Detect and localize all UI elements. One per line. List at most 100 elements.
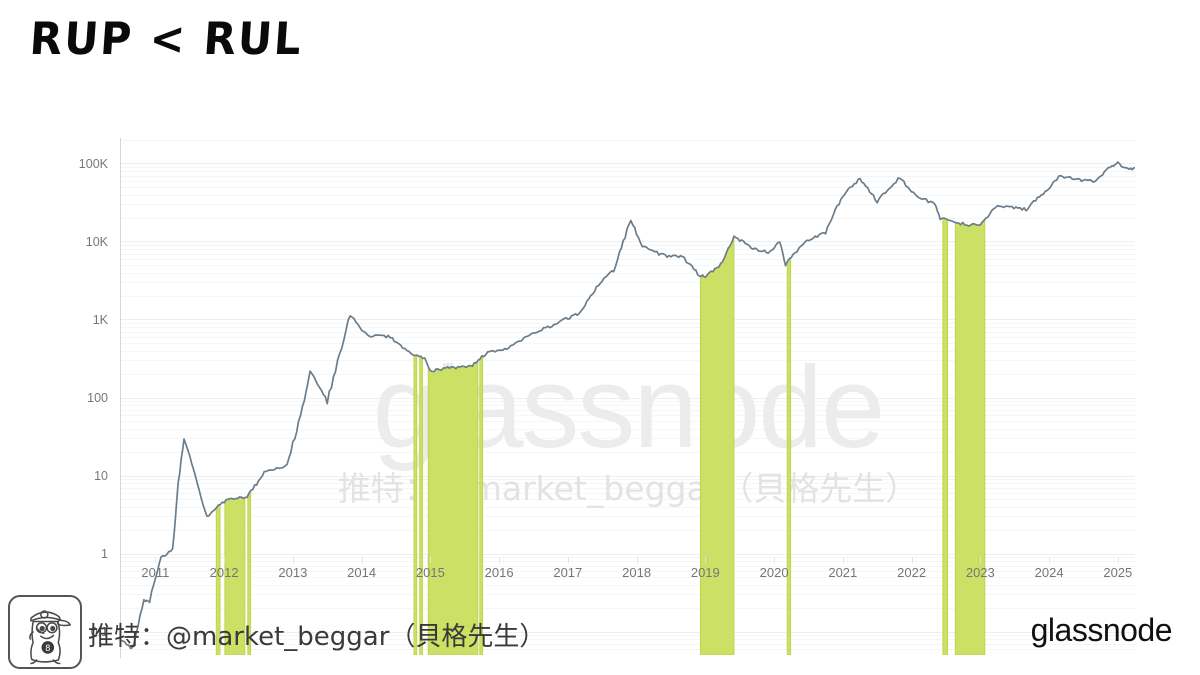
gridline <box>121 204 1135 206</box>
x-axis-tick-label: 2015 <box>415 565 445 580</box>
gridline <box>121 492 1135 494</box>
gridline <box>121 175 1135 177</box>
x-axis-tick-label: 2025 <box>1103 565 1133 580</box>
gridline <box>121 409 1135 411</box>
gridline <box>121 452 1135 454</box>
gridline <box>121 570 1135 572</box>
gridline <box>121 245 1135 247</box>
y-axis-tick-label: 100K <box>78 156 108 171</box>
x-axis-tick-label: 2024 <box>1034 565 1064 580</box>
gridline <box>121 608 1135 610</box>
x-axis-tick-label: 2019 <box>690 565 720 580</box>
x-axis-tick-mark <box>842 557 844 563</box>
gridline <box>121 631 1135 633</box>
gridline <box>121 374 1135 376</box>
price-line <box>121 161 1135 650</box>
x-axis-tick-label: 2014 <box>347 565 377 580</box>
x-axis-tick-mark <box>430 557 432 563</box>
x-axis-tick-label: 2013 <box>278 565 308 580</box>
footer-handle-text: 推特：@market_beggar（貝格先生） <box>88 622 546 652</box>
gridline <box>121 282 1135 284</box>
chart-svg <box>121 161 1135 655</box>
gridline <box>121 576 1135 578</box>
y-axis-tick-label: 1K <box>92 312 108 327</box>
gridline <box>121 163 1135 165</box>
gridline <box>121 360 1135 362</box>
x-axis-tick-mark <box>361 557 363 563</box>
gridline <box>121 483 1135 485</box>
gridline <box>121 635 1135 637</box>
gridline <box>121 565 1135 567</box>
gridline <box>121 218 1135 219</box>
x-axis-tick-mark <box>567 557 569 563</box>
x-axis-tick-mark <box>499 557 501 563</box>
y-axis-line <box>120 138 121 658</box>
gridline <box>121 194 1135 196</box>
y-axis-tick-label: 0.1 <box>90 624 108 639</box>
gridline <box>121 249 1135 251</box>
gridline <box>121 342 1135 344</box>
x-axis-tick-label: 2011 <box>141 565 170 580</box>
gridline <box>121 506 1135 508</box>
gridline <box>121 336 1135 338</box>
gridline <box>121 639 1135 641</box>
gridline <box>121 643 1135 645</box>
gridline <box>121 479 1135 481</box>
gridline <box>121 323 1135 325</box>
x-axis-tick-mark <box>1049 557 1051 563</box>
svg-text:8: 8 <box>45 643 50 653</box>
gridline <box>121 561 1135 563</box>
x-axis-tick-mark <box>292 557 294 563</box>
x-axis-tick-mark <box>705 557 707 563</box>
x-axis-tick-mark <box>636 557 638 563</box>
x-axis-tick-mark <box>1117 557 1119 563</box>
y-axis-tick-label: 100 <box>87 390 108 405</box>
gridline <box>121 350 1135 352</box>
x-axis-tick-label: 2021 <box>828 565 858 580</box>
gridline <box>121 498 1135 500</box>
x-axis-tick-mark <box>774 557 776 563</box>
gridline <box>121 401 1135 403</box>
gridline <box>121 648 1135 650</box>
glassnode-logo: glassnode <box>1030 612 1173 648</box>
gridline <box>121 180 1135 182</box>
gridline <box>121 140 1135 141</box>
gridline <box>121 594 1135 596</box>
gridline <box>121 253 1135 255</box>
x-axis-tick-label: 2020 <box>759 565 789 580</box>
gridline <box>121 397 1135 399</box>
x-axis-tick-mark <box>911 557 913 563</box>
gridline <box>121 414 1135 416</box>
gridline <box>121 530 1135 532</box>
gridline <box>121 553 1135 555</box>
gridline <box>121 516 1135 518</box>
page-title: RUP < RUL <box>28 12 305 65</box>
footer-bar: 8 推特：@market_beggar（貝格先生） glassnode <box>0 590 1200 675</box>
gridline <box>121 428 1135 430</box>
mascot-avatar-icon: 8 <box>8 595 82 669</box>
x-axis-tick-label: 2016 <box>484 565 514 580</box>
x-axis-tick-mark <box>980 557 982 563</box>
gridline <box>121 487 1135 489</box>
gridline <box>121 557 1135 559</box>
y-axis-tick-label: 10 <box>94 468 108 483</box>
y-axis-tick-label: 1 <box>101 546 108 561</box>
y-axis-tick-label: 10K <box>85 234 108 249</box>
gridline <box>121 331 1135 333</box>
x-axis-tick-mark <box>155 557 157 563</box>
gridline <box>121 264 1135 266</box>
gridline <box>121 167 1135 169</box>
gridline <box>121 319 1135 321</box>
gridline <box>121 171 1135 173</box>
price-chart: glassnode 推特：@market_beggar（貝格先生） 0.1 1 10 1… <box>0 110 1200 658</box>
x-axis-tick-label: 2017 <box>553 565 583 580</box>
gridline <box>121 272 1135 274</box>
x-axis-tick-label: 2023 <box>965 565 995 580</box>
x-axis-tick-mark <box>224 557 226 563</box>
x-axis-tick-label: 2022 <box>897 565 927 580</box>
gridline <box>121 296 1135 297</box>
gridline <box>121 327 1135 329</box>
gridline <box>121 420 1135 422</box>
x-axis-tick-label: 2018 <box>622 565 652 580</box>
gridline <box>121 584 1135 586</box>
